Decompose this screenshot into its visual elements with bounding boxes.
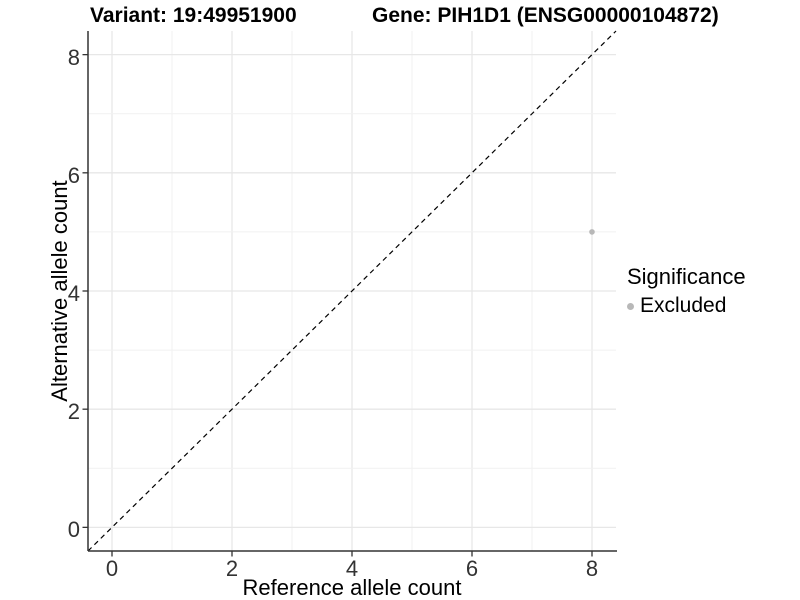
plot-title-variant: Variant: 19:49951900 [90,4,297,27]
plot-title-gene: Gene: PIH1D1 (ENSG00000104872) [372,4,719,27]
legend: Significance Excluded [627,264,746,318]
x-axis-title: Reference allele count [242,575,462,600]
legend-point-icon [627,302,634,310]
identity-line [87,30,617,552]
x-tick-label: 0 [105,556,119,581]
y-tick-label: 8 [67,44,80,70]
legend-items: Excluded [627,294,746,318]
y-axis-title: Alternative allele count [47,180,72,402]
data-point [589,229,595,235]
legend-item: Excluded [627,294,746,318]
x-tick-label: 2 [225,556,239,581]
y-tick-label: 6 [67,162,80,188]
x-tick-label: 8 [585,556,599,581]
x-tick-label: 4 [345,556,359,581]
y-tick-label: 2 [67,399,80,425]
legend-item-label: Excluded [640,294,727,317]
y-tick-label: 4 [67,281,80,306]
y-tick-label: 0 [67,517,80,543]
legend-title: Significance [627,264,746,289]
x-tick-label: 6 [465,556,479,581]
